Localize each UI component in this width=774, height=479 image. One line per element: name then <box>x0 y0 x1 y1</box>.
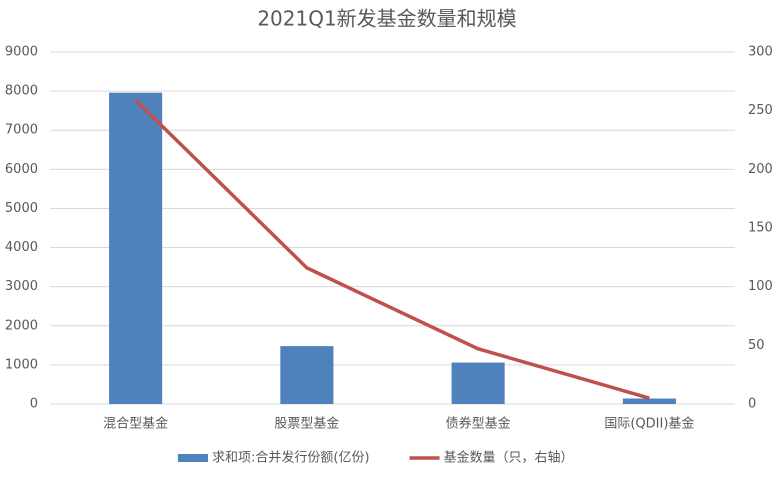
y2-tick-label: 250 <box>748 103 773 118</box>
chart-title: 2021Q1新发基金数量和规模 <box>257 7 516 31</box>
bar <box>109 92 163 405</box>
y-tick-label: 0 <box>30 397 38 412</box>
y2-tick-label: 0 <box>748 397 756 412</box>
y2-tick-label: 100 <box>748 279 773 294</box>
legend-label: 求和项:合并发行份额(亿份) <box>212 450 370 466</box>
y-tick-label: 2000 <box>5 318 38 333</box>
y2-tick-label: 200 <box>748 162 773 177</box>
legend-label: 基金数量（只，右轴） <box>444 450 574 466</box>
y-tick-label: 7000 <box>5 123 38 138</box>
y-tick-label: 6000 <box>5 162 38 177</box>
x-tick-label: 债券型基金 <box>446 416 511 432</box>
legend-swatch <box>178 454 208 462</box>
x-tick-label: 混合型基金 <box>103 416 168 432</box>
line <box>134 98 650 400</box>
y-tick-label: 4000 <box>5 240 38 255</box>
y-tick-label: 8000 <box>5 84 38 99</box>
bar <box>280 346 334 404</box>
y-tick-label: 5000 <box>5 201 38 216</box>
x-tick-label: 股票型基金 <box>274 416 339 432</box>
y-tick-label: 9000 <box>5 45 38 60</box>
y-tick-label: 1000 <box>5 357 38 372</box>
y2-tick-label: 50 <box>748 338 765 353</box>
bar <box>622 398 676 404</box>
bar <box>451 362 505 404</box>
y2-tick-label: 150 <box>748 221 773 236</box>
x-tick-label: 国际(QDII)基金 <box>604 416 694 432</box>
y2-tick-label: 300 <box>748 45 773 60</box>
y-tick-label: 3000 <box>5 279 38 294</box>
